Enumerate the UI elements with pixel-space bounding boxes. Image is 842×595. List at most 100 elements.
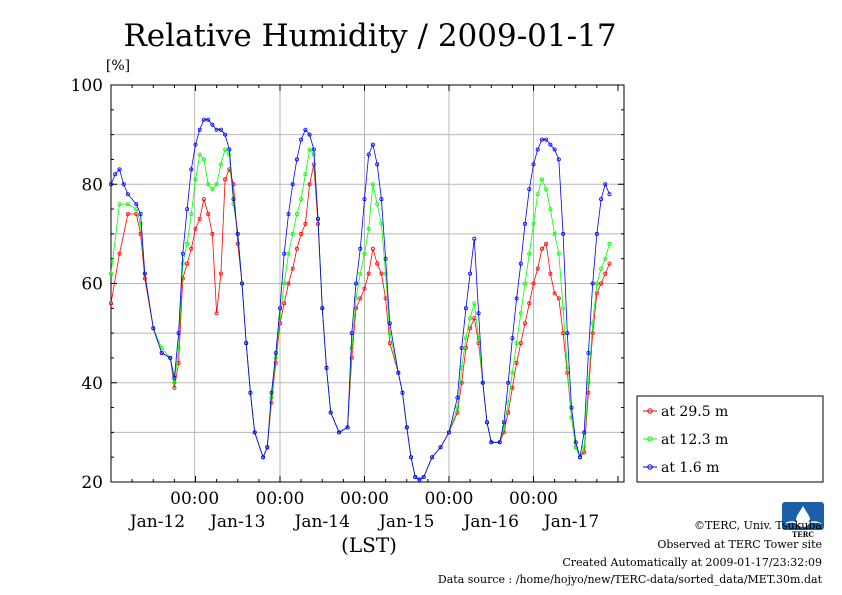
data-point [565,331,570,336]
data-point [586,350,591,355]
data-point [430,455,435,460]
y-tick-label: 100 [71,76,103,96]
data-point [594,231,599,236]
data-point [286,211,291,216]
data-point [535,147,540,152]
data-point [353,306,358,311]
data-point [582,430,587,435]
data-point [210,187,215,192]
data-source-text: Data source : /home/hojyo/new/TERC-data/… [437,573,822,586]
data-point [455,395,460,400]
data-point [375,162,380,167]
data-point [455,405,460,410]
data-point [214,182,219,187]
data-point [218,271,223,276]
data-point [142,271,147,276]
data-point [235,231,240,236]
data-point [514,341,519,346]
legend-label-1-6m: at 1.6 m [661,460,719,476]
data-point [607,261,612,266]
x-time-label: 00:00 [340,489,389,509]
data-point [582,445,587,450]
data-point [540,246,545,251]
data-point [510,336,515,341]
data-point [197,127,202,132]
data-point [438,445,443,450]
data-point [159,350,164,355]
data-point [294,157,299,162]
data-point [134,202,139,207]
x-time-label: 00:00 [256,489,305,509]
data-point [324,365,329,370]
y-tick-label: 60 [81,275,103,295]
data-point [252,430,257,435]
data-point [472,236,477,241]
terc-logo-icon: TERC [782,502,824,539]
data-point [375,202,380,207]
data-point [484,420,489,425]
data-point [193,226,198,231]
x-date-label: Jan-12 [128,512,185,532]
data-point [239,281,244,286]
data-point [544,187,549,192]
data-point [286,251,291,256]
data-point [370,142,375,147]
data-point [223,177,228,182]
data-point [514,296,519,301]
data-point [231,202,236,207]
data-point [193,177,198,182]
copyright-text: ©TERC, Univ. Tsukuba [693,519,822,532]
x-time-label: 00:00 [509,489,558,509]
data-point [396,370,401,375]
legend-label-12-3m: at 12.3 m [661,432,728,448]
data-point [197,152,202,157]
data-point [328,410,333,415]
data-point [248,390,253,395]
data-point [189,211,194,216]
data-point [231,197,236,202]
legend-marker-12-3m [647,436,653,442]
data-point [510,370,515,375]
data-point [518,341,523,346]
data-point [142,276,147,281]
data-point [337,430,342,435]
observed-text: Observed at TERC Tower site [657,538,822,551]
data-point [375,261,380,266]
x-date-label: Jan-16 [462,512,519,532]
data-point [299,231,304,236]
data-point [468,271,473,276]
data-point [362,251,367,256]
data-point [417,477,422,482]
data-point [366,271,371,276]
terc-logo: TERC [782,502,824,539]
data-point [282,301,287,306]
x-date-label: Jan-13 [208,512,265,532]
data-point [510,385,515,390]
data-point [290,266,295,271]
data-point [282,281,287,286]
data-point [138,211,143,216]
grid-lines [111,85,624,482]
data-point [210,122,215,127]
data-point [561,231,566,236]
data-point [468,326,473,331]
y-tick-label: 80 [81,175,103,195]
data-point [244,341,249,346]
data-point [379,197,384,202]
data-point [603,271,608,276]
data-point [607,192,612,197]
legend-marker-29-5m [647,408,653,414]
data-point [480,380,485,385]
data-point [556,157,561,162]
data-point [180,251,185,256]
data-point [180,261,185,266]
data-point [383,271,388,276]
data-point [544,241,549,246]
data-point [185,241,190,246]
data-point [273,350,278,355]
data-point [303,172,308,177]
data-point [569,405,574,410]
data-point [379,271,384,276]
data-point [311,147,316,152]
data-point [185,261,190,266]
